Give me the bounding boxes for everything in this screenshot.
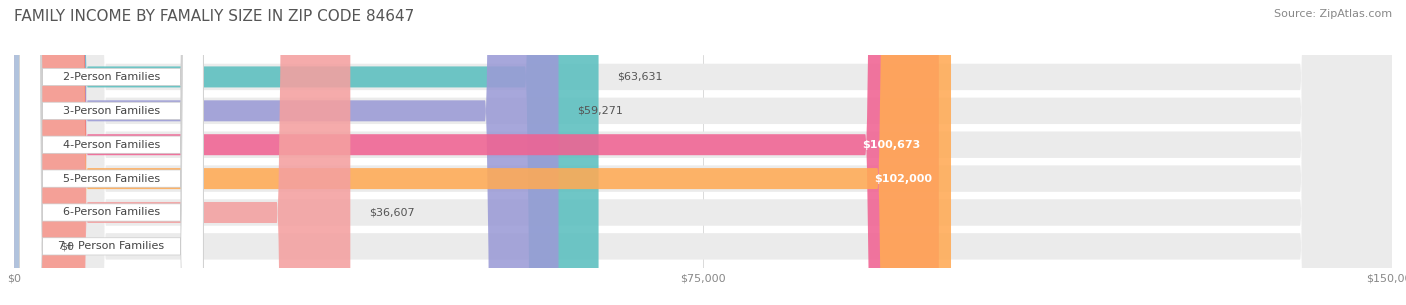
- FancyBboxPatch shape: [20, 0, 204, 305]
- Text: 7+ Person Families: 7+ Person Families: [59, 241, 165, 251]
- Text: FAMILY INCOME BY FAMALIY SIZE IN ZIP CODE 84647: FAMILY INCOME BY FAMALIY SIZE IN ZIP COD…: [14, 9, 415, 24]
- FancyBboxPatch shape: [14, 0, 950, 305]
- Text: 3-Person Families: 3-Person Families: [63, 106, 160, 116]
- FancyBboxPatch shape: [20, 0, 204, 305]
- FancyBboxPatch shape: [14, 0, 1392, 305]
- Text: 5-Person Families: 5-Person Families: [63, 174, 160, 184]
- FancyBboxPatch shape: [20, 0, 204, 305]
- Text: $100,673: $100,673: [862, 140, 921, 150]
- FancyBboxPatch shape: [14, 0, 42, 305]
- FancyBboxPatch shape: [20, 0, 204, 305]
- Text: 6-Person Families: 6-Person Families: [63, 207, 160, 217]
- FancyBboxPatch shape: [20, 0, 204, 305]
- FancyBboxPatch shape: [14, 0, 1392, 305]
- Text: $0: $0: [60, 241, 75, 251]
- FancyBboxPatch shape: [14, 0, 599, 305]
- FancyBboxPatch shape: [14, 0, 1392, 305]
- Text: $59,271: $59,271: [576, 106, 623, 116]
- FancyBboxPatch shape: [14, 0, 1392, 305]
- FancyBboxPatch shape: [14, 0, 350, 305]
- FancyBboxPatch shape: [14, 0, 939, 305]
- FancyBboxPatch shape: [14, 0, 1392, 305]
- FancyBboxPatch shape: [14, 0, 1392, 305]
- Text: Source: ZipAtlas.com: Source: ZipAtlas.com: [1274, 9, 1392, 19]
- FancyBboxPatch shape: [14, 0, 558, 305]
- Text: 4-Person Families: 4-Person Families: [63, 140, 160, 150]
- Text: $102,000: $102,000: [875, 174, 932, 184]
- Text: 2-Person Families: 2-Person Families: [63, 72, 160, 82]
- Text: $36,607: $36,607: [368, 207, 415, 217]
- Text: $63,631: $63,631: [617, 72, 662, 82]
- FancyBboxPatch shape: [20, 0, 204, 305]
